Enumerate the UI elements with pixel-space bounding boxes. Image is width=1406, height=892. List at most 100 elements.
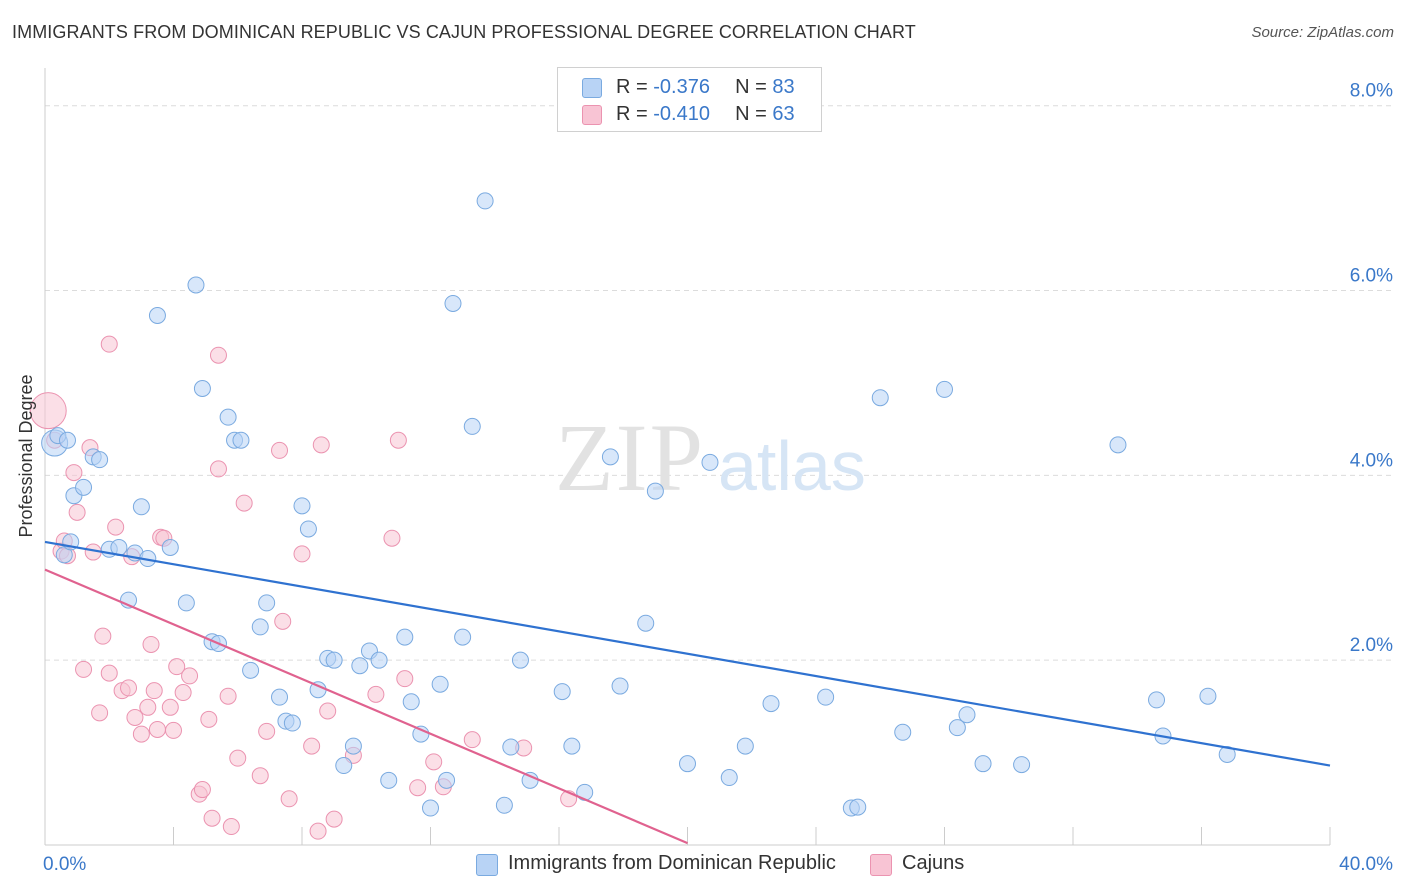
dominican-point [1218,745,1236,763]
dominican-point [344,737,362,755]
legend-r-label: R = [616,76,654,98]
dominican-point [402,693,420,711]
cajun-point [229,749,247,767]
cajun-point [107,518,125,536]
dominican-point [335,757,353,775]
dominican-point [936,380,953,398]
dominican-point [701,453,719,471]
dominican-point [948,719,966,737]
dominican-point [380,771,398,789]
cajun-point [396,670,414,688]
cajun-point [65,464,83,482]
dominican-point [422,799,439,817]
dominican-point [646,482,664,500]
dominican-point [871,389,889,407]
cajun-point [409,779,427,797]
cajun-point [165,721,182,739]
cajun-point [100,335,118,353]
legend-n-value: 63 [772,103,795,125]
dominican-point [132,498,150,516]
dominican-point [251,618,269,636]
legend-r-value: -0.410 [653,103,710,125]
dominican-point [75,478,93,496]
cajun-trend-line [44,568,688,845]
watermark: ZIP atlas [555,404,866,511]
cajun-point [312,436,330,454]
cajun-point [174,684,192,702]
dominican-point [894,723,912,741]
dominican-point [91,451,109,469]
trend-lines [44,540,1331,845]
dominican-point [601,448,619,466]
dominican-point [177,594,195,612]
dominican-point [511,651,529,669]
dominican-point [736,737,754,755]
cajun-point [222,818,240,836]
y-axis-label: Professional Degree [16,374,36,538]
cajun-point [120,679,138,697]
cajun-point [235,494,253,512]
cajun-point [293,545,311,563]
dominican-point [1013,756,1031,774]
cajun-point [132,725,150,743]
cajun-point [29,392,67,430]
x-tick-label: 40.0% [1339,854,1393,875]
cajun-point [68,503,86,521]
cajun-point [209,346,227,364]
dominican-point [611,677,629,695]
cajun-point [271,441,289,459]
dominican-point [161,538,179,556]
dominican-point [58,431,76,449]
dominican-point [351,657,369,675]
cajun-point [303,737,321,755]
dominican-point [454,628,472,646]
y-tick-label: 6.0% [1350,266,1393,287]
legend-swatch-blue [582,78,602,98]
dominican-point [232,431,250,449]
dominican-point [396,628,414,646]
series-cajuns [29,335,578,840]
series-dominican [41,192,1236,817]
dominican-point [325,651,343,669]
cajun-point [94,627,112,645]
dominican-point [193,379,211,397]
cajun-point [383,529,401,547]
legend-n-value: 83 [772,76,795,98]
bottom-legend-swatch-blue [476,854,498,876]
dominican-point [283,714,301,732]
dominican-point [1148,691,1166,709]
bottom-legend-label: Cajuns [902,852,965,874]
legend-n-label: N = [735,76,773,98]
cajun-point [193,781,211,799]
dominican-point [476,192,494,210]
dominican-point [293,497,311,515]
legend-r-value: -0.376 [653,76,710,98]
cajun-point [309,822,327,840]
cajun-point [139,698,157,716]
dominican-point [720,769,738,787]
dominican-point [444,294,462,312]
cajun-point [280,790,298,808]
dominican-point [817,688,835,706]
dominican-point [563,737,581,755]
cajun-point [274,612,292,630]
y-tick-label: 4.0% [1350,450,1393,471]
dominican-point [219,408,237,426]
cajun-point [251,767,269,785]
cajun-point [463,731,481,749]
cajun-point [319,702,337,720]
dominican-point [463,417,481,435]
cajun-point [425,753,443,771]
dominican-point [271,688,289,706]
dominican-point [258,594,276,612]
cajun-point [148,720,166,738]
dominican-point [438,771,456,789]
cajun-point [367,685,385,703]
dominican-trend-line [44,540,1331,767]
dominican-point [849,798,867,816]
watermark-atlas: atlas [718,427,866,505]
dominican-point [974,755,992,773]
cajun-point [219,687,237,705]
legend-swatch-pink [582,105,602,125]
